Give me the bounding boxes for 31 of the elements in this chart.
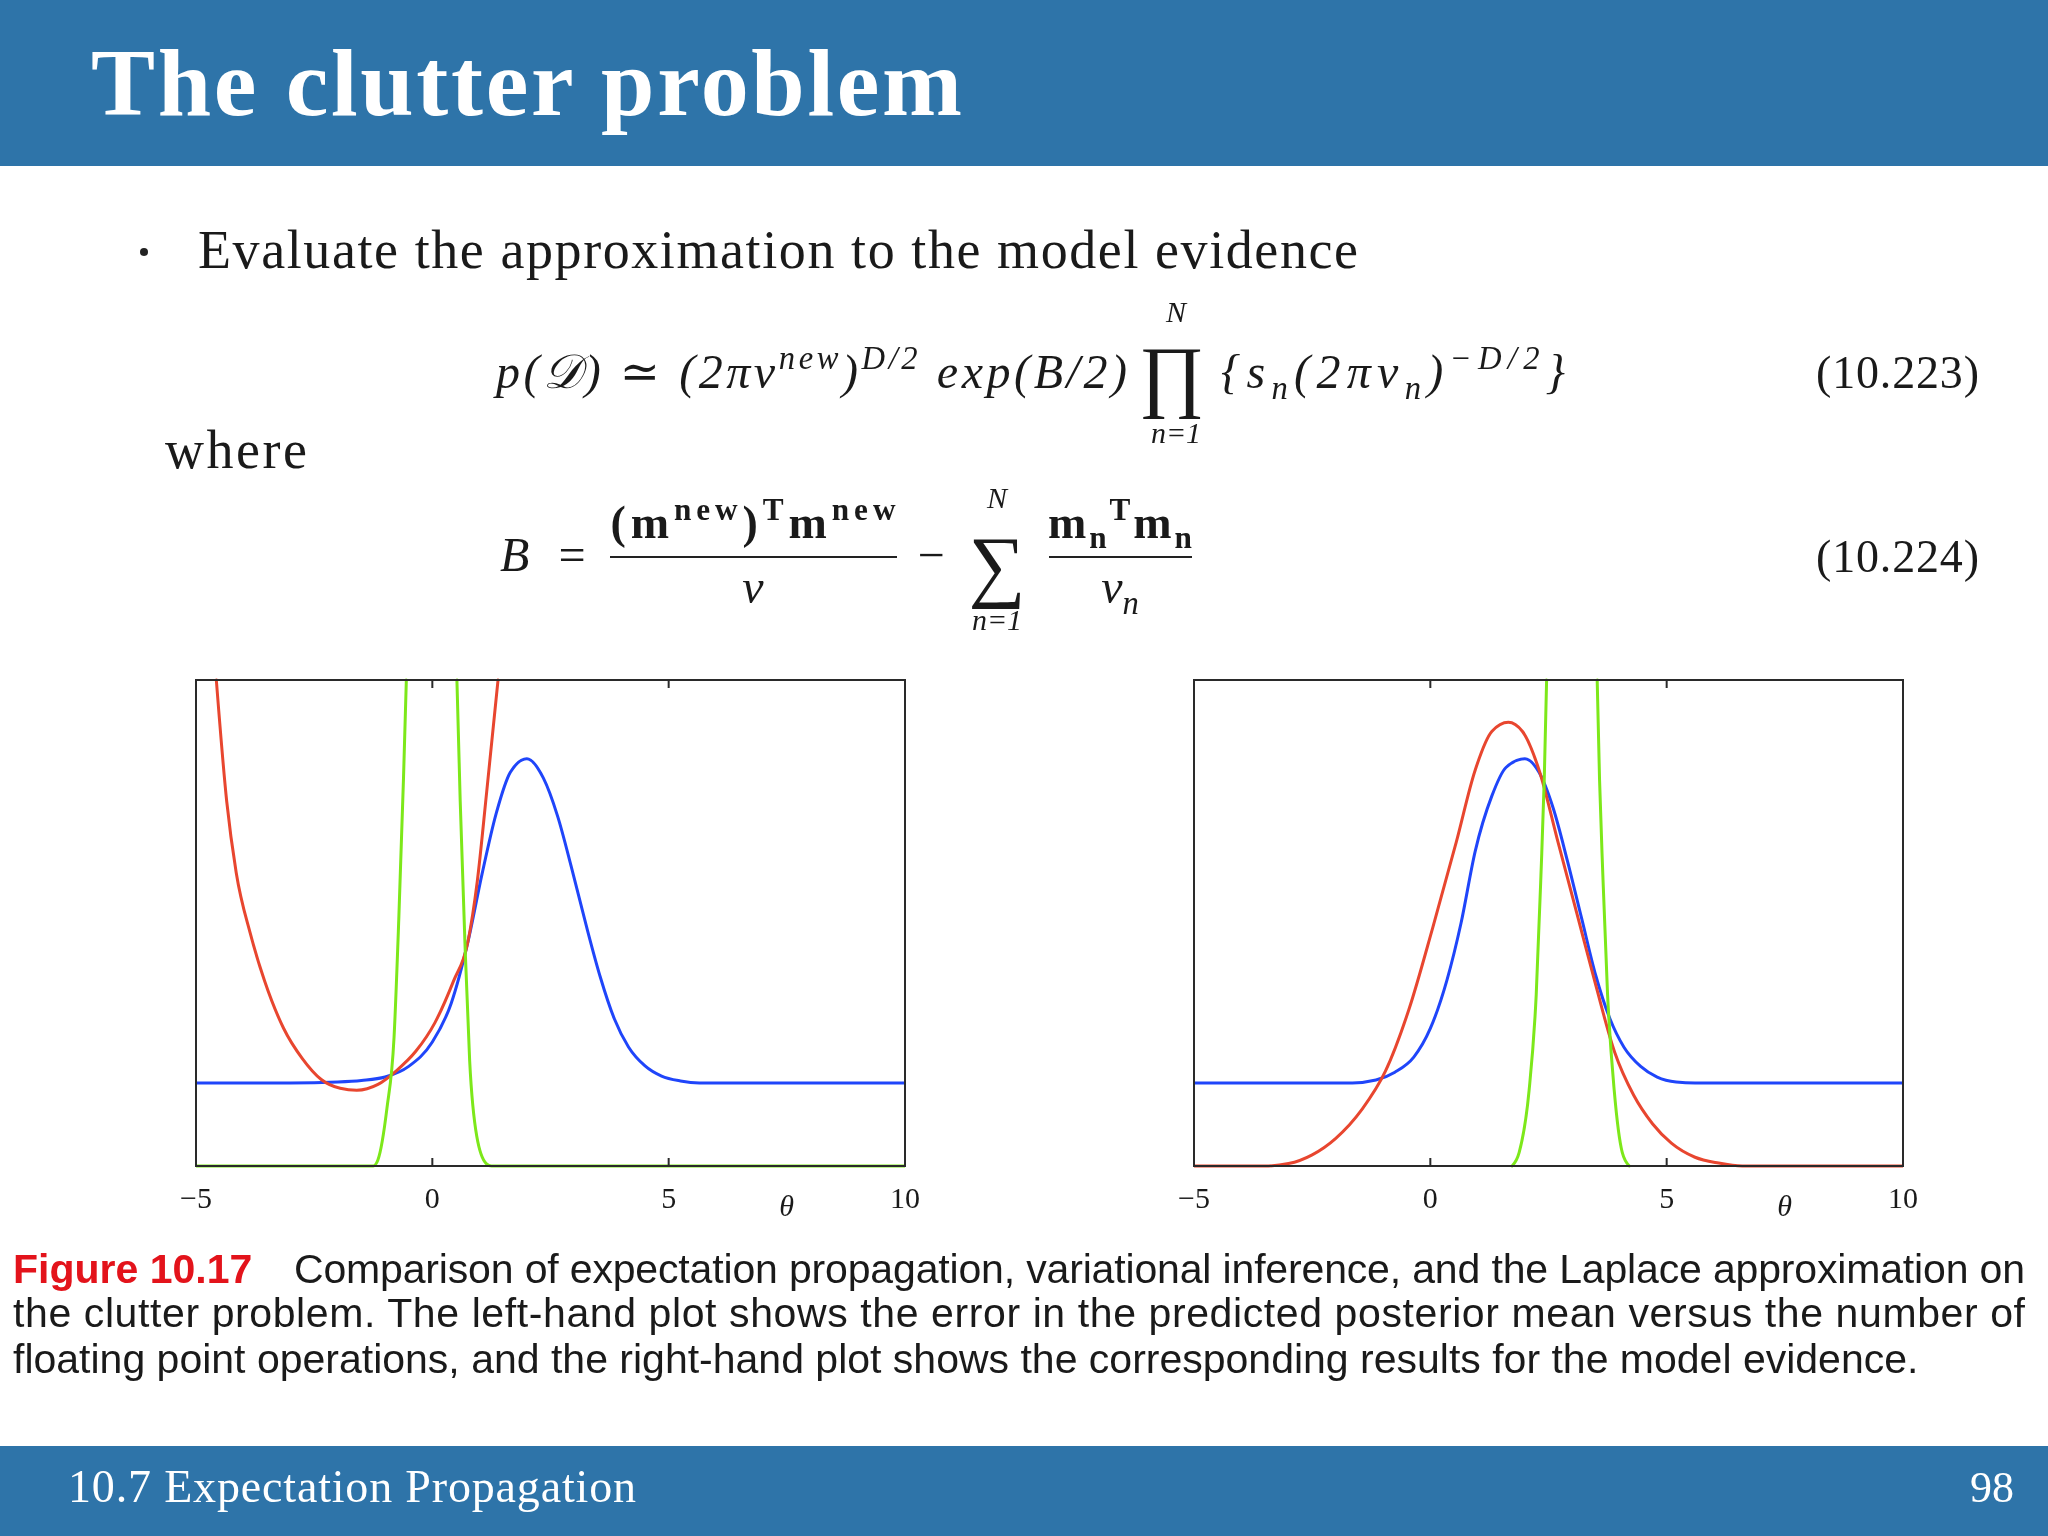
text: N <box>1164 295 1188 328</box>
x-tick-label: −5 <box>180 1181 212 1214</box>
text: {s$_{n}$(2πv$_{n}$)$^{−D/2}$} <box>1221 339 1565 406</box>
text: (m$^{new}$)$^{T}$m$^{new}$ <box>610 491 896 548</box>
text: v <box>742 560 765 613</box>
text: m$_{n}$$^{T}$m$_{n}$ <box>1048 491 1192 556</box>
x-axis-title: θ <box>779 1189 795 1222</box>
text: 98 <box>1970 1463 2014 1512</box>
text: floating point operations, and the right-hand plot shows the corresponding results for the model evidence. <box>13 1336 1919 1382</box>
x-tick-label: 10 <box>1888 1181 1918 1214</box>
text: v$_{n}$ <box>1101 560 1139 621</box>
text: p(𝒟) ≃ (2πv$^{new}$)$^{D/2}$ exp(B/2) <box>493 339 1127 399</box>
text: The clutter problem <box>91 29 962 136</box>
x-tick-label: 5 <box>661 1181 677 1214</box>
text: Evaluate the approximation to the model evidence <box>198 220 1358 280</box>
text: the clutter problem. The left-hand plot shows the error in the predicted posterior mean versus the number of <box>13 1290 2026 1336</box>
text: 10.7 Expectation Propagation <box>68 1461 636 1512</box>
x-axis-title: θ <box>1777 1189 1793 1222</box>
text: Comparison of expectation propagation, variational inference, and the Laplace approximation on <box>294 1246 2025 1292</box>
text: (10.224) <box>1816 531 1979 582</box>
text: − <box>917 528 945 581</box>
x-tick-label: 10 <box>890 1181 920 1214</box>
caption: Figure 10.17 <box>13 1246 253 1292</box>
x-tick-label: 5 <box>1659 1181 1675 1214</box>
text: where <box>165 420 307 480</box>
text: B = <box>500 528 588 581</box>
text: (10.223) <box>1816 347 1979 398</box>
x-tick-label: 0 <box>424 1181 440 1214</box>
text: N <box>985 481 1009 514</box>
x-tick-label: −5 <box>1178 1181 1210 1214</box>
x-tick-label: 0 <box>1422 1181 1438 1214</box>
